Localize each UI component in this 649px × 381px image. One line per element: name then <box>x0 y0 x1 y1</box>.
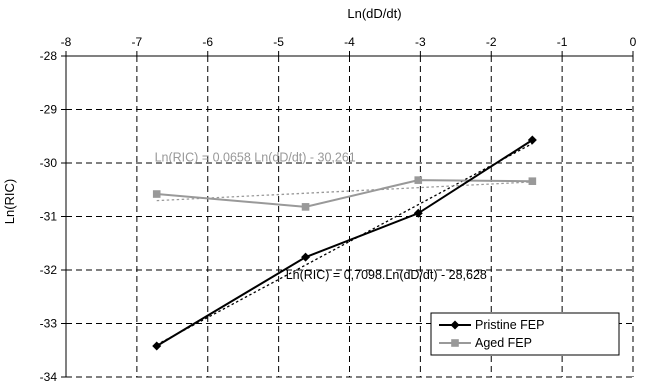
y-tick-label: -28 <box>40 49 58 63</box>
series <box>152 135 537 351</box>
data-point <box>413 208 423 218</box>
x-tick-label: 0 <box>630 35 637 49</box>
legend: Pristine FEP Aged FEP <box>430 312 620 356</box>
data-point <box>414 176 423 184</box>
x-tick-label: -5 <box>273 35 284 49</box>
trendline-equation-aged: Ln(RIC) = 0,0658 Ln(dD/dt) - 30,261 <box>155 150 356 164</box>
legend-label: Aged FEP <box>475 336 532 350</box>
trendlines <box>156 142 533 346</box>
y-axis-title: Ln(RIC) <box>2 179 17 225</box>
x-tick-label: -3 <box>415 35 426 49</box>
data-point <box>152 190 161 198</box>
trendline-equation-pristine: Ln(RIC) = 0,7098.Ln(dD/dt) - 28,628 <box>286 268 487 282</box>
legend-label: Pristine FEP <box>475 318 544 332</box>
axes: -8 -7 -6 -5 -4 -3 -2 -1 0 -28 -29 -30 -31 -32 -33 -34 <box>40 35 637 381</box>
legend-box <box>430 312 620 356</box>
data-point <box>527 135 537 145</box>
y-tick-label: -29 <box>40 103 58 117</box>
y-tick-label: -34 <box>40 370 58 381</box>
y-tick-label: -30 <box>40 156 58 170</box>
x-tick-label: -8 <box>61 35 72 49</box>
x-tick-label: -1 <box>557 35 568 49</box>
x-tick-label: -6 <box>202 35 213 49</box>
y-tick-label: -33 <box>40 317 58 331</box>
trendline-0 <box>156 142 533 346</box>
series-line-0 <box>156 139 533 347</box>
data-point <box>528 177 537 185</box>
x-axis-title: Ln(dD/dt) <box>347 6 401 21</box>
y-tick-label: -32 <box>40 263 58 277</box>
data-point <box>301 203 310 211</box>
series-line-1 <box>156 179 533 208</box>
data-point <box>301 252 311 262</box>
x-tick-label: -7 <box>132 35 143 49</box>
data-point <box>152 341 162 351</box>
x-tick-label: -2 <box>486 35 497 49</box>
legend-marker <box>451 339 459 347</box>
legend-marker <box>450 320 460 330</box>
x-tick-label: -4 <box>344 35 355 49</box>
grid <box>65 55 634 378</box>
y-tick-label: -31 <box>40 210 58 224</box>
